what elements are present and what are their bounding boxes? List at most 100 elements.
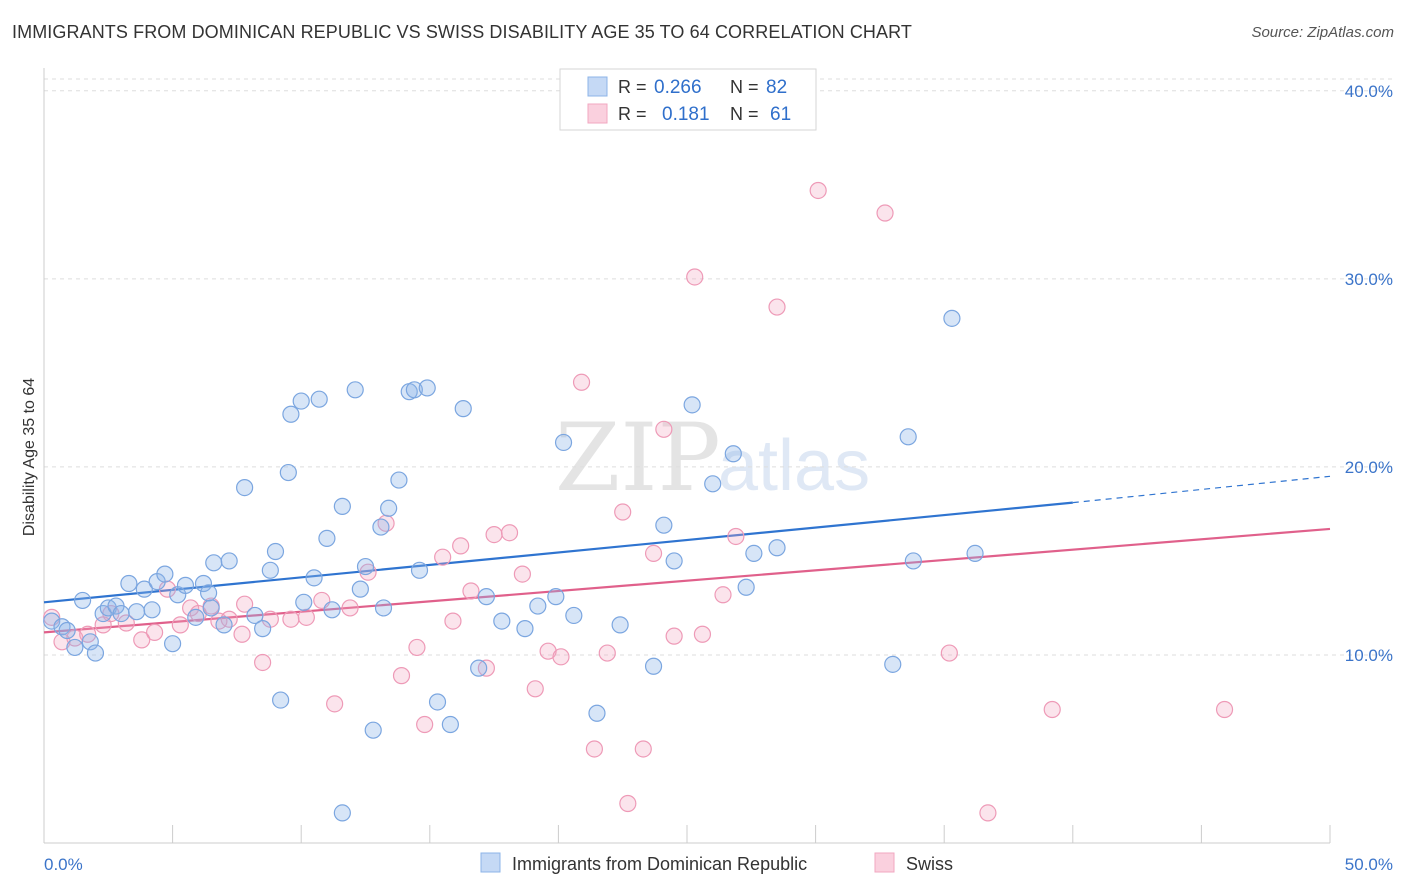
source-credit: Source: ZipAtlas.com (1251, 24, 1394, 41)
point-swiss (1215, 700, 1234, 719)
y-tick-labels: 10.0% 20.0% 30.0% 40.0% (1345, 82, 1393, 665)
point-dominican (261, 561, 279, 579)
legend-swatch-pink (587, 103, 608, 124)
point-swiss (727, 527, 745, 546)
point-swiss (145, 623, 164, 641)
point-dominican (351, 580, 369, 598)
point-swiss (233, 625, 251, 643)
point-swiss (1043, 700, 1061, 719)
point-dominican (547, 588, 565, 606)
point-dominican (305, 569, 323, 587)
legend-n-value-2: 61 (770, 104, 791, 125)
point-swiss (768, 298, 786, 316)
point-swiss (133, 631, 151, 649)
point-dominican (768, 539, 786, 557)
point-dominican (966, 544, 984, 563)
point-dominican (200, 584, 218, 602)
point-swiss (686, 268, 704, 286)
point-swiss (614, 503, 632, 521)
point-swiss (619, 794, 637, 813)
legend-r-label-1: R = (618, 77, 647, 97)
point-swiss (598, 644, 616, 662)
chart-title: IMMIGRANTS FROM DOMINICAN REPUBLIC VS SW… (12, 22, 913, 42)
point-swiss (655, 420, 673, 438)
point-dominican (899, 428, 917, 446)
point-dominican (310, 390, 328, 408)
trend-line-dominican (43, 501, 1073, 604)
point-dominican (194, 574, 213, 593)
watermark-zip: ZIP (555, 404, 721, 513)
point-dominican (611, 616, 629, 634)
point-swiss (485, 525, 503, 544)
axes (43, 68, 1331, 844)
point-dominican (236, 478, 254, 497)
point-dominican (254, 620, 272, 638)
trend-line-dominican-extension (1072, 475, 1331, 504)
point-dominican (418, 379, 436, 397)
point-dominican (665, 552, 683, 570)
point-dominican (272, 691, 290, 709)
point-swiss (634, 740, 652, 758)
point-dominican (205, 554, 223, 572)
point-dominican (323, 601, 341, 619)
point-dominican (127, 603, 146, 621)
point-swiss (665, 627, 683, 645)
point-dominican (405, 381, 423, 399)
point-swiss (714, 586, 732, 604)
legend-r-value-1: 0.266 (654, 77, 702, 98)
point-swiss (444, 612, 462, 630)
point-swiss (513, 565, 531, 583)
point-dominican (292, 392, 310, 410)
y-tick-label: 40.0% (1345, 82, 1393, 101)
point-swiss (644, 544, 663, 563)
point-swiss (979, 804, 997, 822)
point-dominican (588, 704, 606, 722)
point-dominican (176, 576, 195, 594)
point-swiss (572, 373, 591, 391)
point-dominican (704, 475, 722, 493)
point-swiss (254, 653, 272, 672)
point-swiss (434, 548, 452, 566)
point-dominican (246, 606, 264, 625)
data-points (43, 181, 1234, 822)
point-dominican (428, 693, 447, 711)
point-dominican (43, 612, 61, 630)
series-legend: Immigrants from Dominican Republic Swiss (480, 852, 953, 874)
point-dominican (372, 518, 390, 536)
watermark-atlas: atlas (718, 426, 870, 506)
point-dominican (554, 433, 573, 452)
point-dominican (454, 400, 472, 418)
point-swiss (408, 638, 426, 657)
point-swiss (392, 667, 411, 685)
bottom-legend-swatch-pink (874, 852, 895, 873)
point-dominican (477, 588, 495, 606)
y-axis-label: Disability Age 35 to 64 (21, 378, 38, 536)
point-dominican (904, 552, 922, 570)
point-dominican (143, 601, 161, 619)
y-tick-label: 30.0% (1345, 270, 1393, 289)
point-dominican (390, 471, 408, 489)
point-dominican (279, 463, 297, 482)
point-swiss (462, 582, 480, 600)
bottom-legend-swatch-blue (480, 852, 501, 873)
point-dominican (73, 591, 92, 610)
point-dominican (516, 620, 534, 638)
point-dominican (724, 445, 742, 463)
point-swiss (171, 616, 189, 634)
bottom-legend-label-2: Swiss (906, 854, 953, 874)
point-dominican (346, 381, 364, 399)
point-dominican (565, 606, 583, 625)
legend-r-value-2: 0.181 (662, 104, 710, 125)
point-dominican (380, 499, 398, 517)
legend-n-label-2: N = (730, 104, 759, 124)
point-swiss (809, 181, 827, 200)
point-dominican (81, 633, 99, 651)
point-dominican (333, 804, 351, 822)
stats-legend: R = 0.266 N = 82 R = 0.181 N = 61 (559, 68, 817, 131)
point-dominican (529, 597, 547, 615)
legend-n-value-1: 82 (766, 77, 787, 98)
y-tick-label: 20.0% (1345, 458, 1393, 477)
point-dominican (737, 578, 755, 596)
point-swiss (552, 648, 570, 666)
